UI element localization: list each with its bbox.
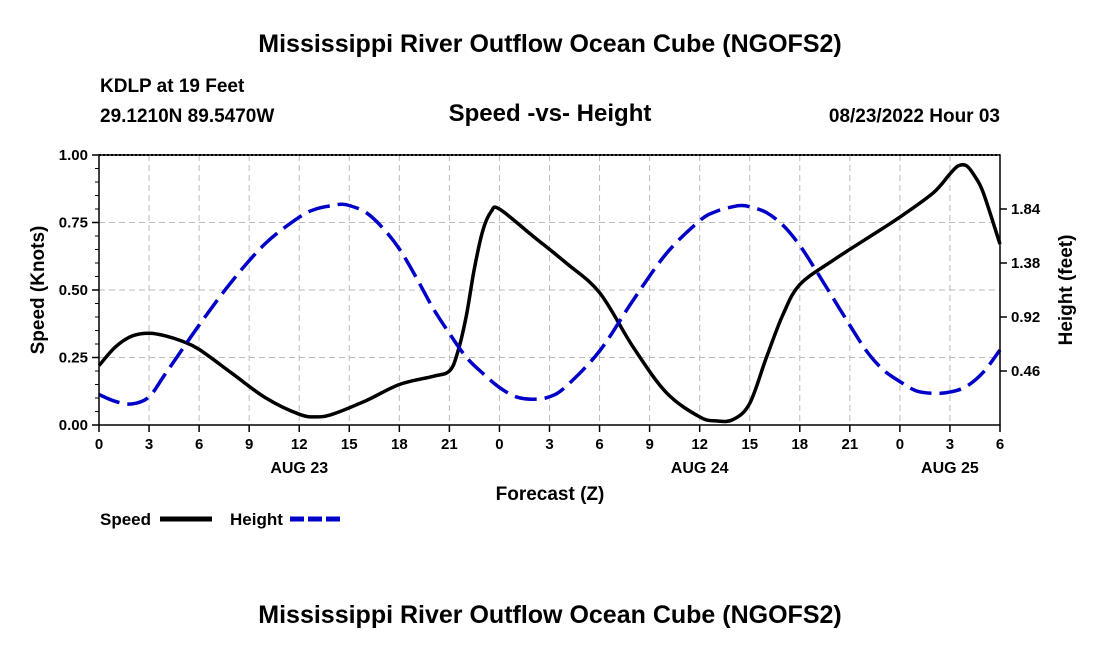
x-tick-label: 15	[741, 436, 758, 453]
y2-tick-label: 0.46	[1011, 363, 1040, 380]
y2-tick-label: 1.84	[1011, 201, 1041, 218]
legend-speed-label: Speed	[100, 510, 151, 529]
y-tick-label: 0.00	[59, 417, 88, 434]
series-line-speed	[97, 162, 1002, 424]
date-label: AUG 24	[671, 460, 729, 477]
x-tick-label: 6	[195, 436, 203, 453]
series-line-height	[98, 202, 1002, 406]
coordinates-label: 29.1210N 89.5470W	[100, 106, 275, 127]
y-axis-label: Speed (Knots)	[28, 226, 49, 355]
x-tick-label: 18	[791, 436, 808, 453]
x-tick-label: 3	[145, 436, 153, 453]
date-label: AUG 23	[270, 460, 328, 477]
x-tick-label: 9	[645, 436, 653, 453]
x-tick-label: 21	[841, 436, 858, 453]
x-tick-label: 9	[245, 436, 253, 453]
x-tick-label: 12	[691, 436, 708, 453]
legend: Speed Height	[100, 510, 342, 529]
x-tick-label: 3	[946, 436, 954, 453]
x-tick-label: 0	[896, 436, 904, 453]
y-tick-label: 1.00	[59, 147, 88, 164]
x-tick-label: 6	[996, 436, 1004, 453]
x-tick-label: 3	[545, 436, 553, 453]
y-tick-label: 0.25	[59, 350, 88, 367]
series-lines	[97, 162, 1002, 424]
y-tick-label: 0.75	[59, 215, 88, 232]
x-tick-label: 12	[291, 436, 308, 453]
page-title: Mississippi River Outflow Ocean Cube (NG…	[258, 30, 842, 58]
x-axis-label: Forecast (Z)	[496, 484, 605, 505]
axes: 0 3 6 9 12 15 18 21 0 3 6 9 12 15 18 21 0 3 6 0.00 0.25 0.50 0…	[59, 147, 1041, 477]
y2-axis-label: Height (feet)	[1056, 235, 1077, 346]
x-tick-label: 6	[595, 436, 603, 453]
x-tick-label: 0	[495, 436, 503, 453]
grid	[99, 155, 1000, 425]
date-label: AUG 25	[921, 460, 979, 477]
timestamp-label: 08/23/2022 Hour 03	[828, 106, 1000, 127]
station-label: KDLP at 19 Feet	[100, 76, 245, 97]
y-tick-label: 0.50	[59, 282, 88, 299]
x-tick-label: 21	[441, 436, 458, 453]
x-tick-label: 0	[95, 436, 103, 453]
legend-height-label: Height	[230, 510, 283, 529]
y2-tick-label: 1.38	[1011, 255, 1040, 272]
x-tick-label: 15	[341, 436, 358, 453]
chart-title: Speed -vs- Height	[448, 100, 652, 127]
y2-tick-label: 0.92	[1011, 309, 1040, 326]
footer-title: Mississippi River Outflow Ocean Cube (NG…	[258, 601, 842, 629]
x-tick-label: 18	[391, 436, 408, 453]
